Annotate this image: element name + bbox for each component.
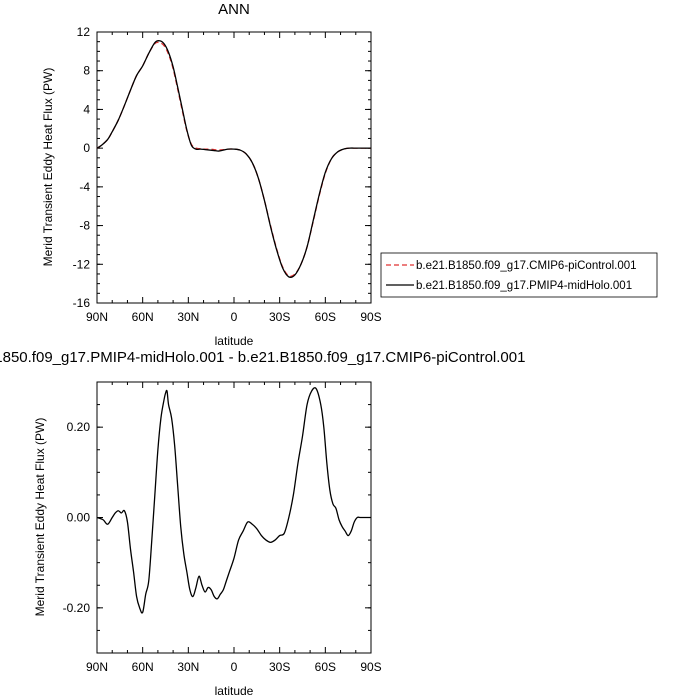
x-tick-label: 60S (315, 310, 336, 324)
series-line-midholo (96, 40, 371, 278)
y-tick-label: 4 (83, 102, 90, 116)
top-axis-ticks: 90N 60N 30N 0 30S 60S 90S -16 -12 -8 -4 0 4 8 12 (73, 25, 382, 324)
x-tick-label: 90S (360, 660, 381, 674)
x-tick-label: 90N (86, 310, 108, 324)
x-tick-label: 90S (360, 310, 381, 324)
series-line-picontrol (96, 41, 371, 277)
legend-label-picontrol: b.e21.B1850.f09_g17.CMIP6-piControl.001 (416, 260, 637, 272)
y-tick-label: -0.20 (63, 601, 91, 615)
y-tick-label: 8 (83, 64, 90, 78)
x-tick-label: 60N (132, 660, 154, 674)
top-y-axis-label: Merid Transient Eddy Heat Flux (PW) (41, 68, 55, 267)
y-tick-label: -16 (73, 296, 91, 310)
bottom-chart-title: b.e21.B1850.f09_g17.PMIP4-midHolo.001 - … (0, 349, 525, 366)
legend-box (380, 252, 658, 298)
y-tick-label: -8 (79, 219, 90, 233)
x-tick-label: 60S (315, 660, 336, 674)
y-tick-label: 0.20 (67, 420, 91, 434)
x-tick-label: 30N (177, 310, 199, 324)
top-panel: ANN 90N 60N 30N 0 30S 60S 90S -16 -12 -8 -4 0 4 8 12 l… (41, 1, 658, 348)
bottom-panel: b.e21.B1850.f09_g17.PMIP4-midHolo.001 - … (0, 349, 525, 698)
x-tick-label: 30S (269, 660, 290, 674)
top-chart-title: ANN (218, 1, 250, 18)
y-tick-label: 12 (77, 25, 91, 39)
y-tick-label: 0.00 (67, 511, 91, 525)
y-tick-label: -12 (73, 257, 91, 271)
bottom-x-axis-label: latitude (215, 684, 254, 698)
top-series-lines (96, 40, 371, 278)
x-tick-label: 30N (177, 660, 199, 674)
bottom-plot-frame (96, 381, 372, 654)
y-tick-label: 0 (83, 141, 90, 155)
bottom-series-lines (96, 387, 371, 614)
x-tick-label: 0 (231, 310, 238, 324)
legend-label-midholo: b.e21.B1850.f09_g17.PMIP4-midHolo.001 (416, 280, 632, 292)
series-line-difference (96, 387, 371, 614)
x-tick-label: 0 (231, 660, 238, 674)
x-tick-label: 30S (269, 310, 290, 324)
top-x-axis-label: latitude (215, 334, 254, 348)
y-tick-label: -4 (79, 180, 90, 194)
legend: b.e21.B1850.f09_g17.CMIP6-piControl.001 … (380, 252, 658, 298)
x-tick-label: 90N (86, 660, 108, 674)
x-tick-label: 60N (132, 310, 154, 324)
bottom-y-axis-label: Merid Transient Eddy Heat Flux (PW) (33, 418, 47, 617)
bottom-axis-ticks: 90N 60N 30N 0 30S 60S 90S -0.20 0.00 0.20 (63, 381, 382, 674)
